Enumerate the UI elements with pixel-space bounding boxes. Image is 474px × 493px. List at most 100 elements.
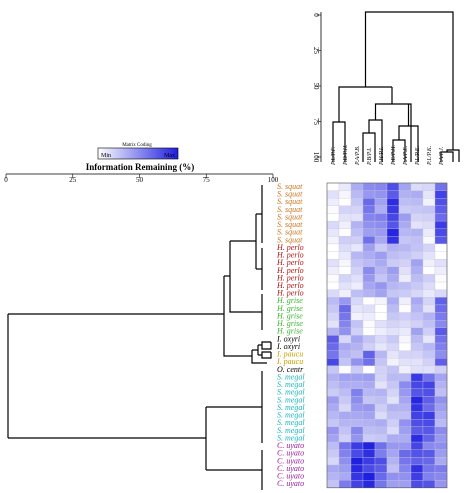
heatmap-cell <box>434 198 448 207</box>
heatmap-cell <box>338 320 352 328</box>
left-axis: Information Remaining (%) 0 25 50 75 100 <box>4 162 279 184</box>
heatmap-cell <box>374 434 388 443</box>
heatmap-cell <box>326 228 340 237</box>
heatmap-cell <box>326 426 340 435</box>
heatmap-cell <box>422 464 436 473</box>
heatmap-cell <box>326 365 340 374</box>
heatmap-cell <box>422 304 436 313</box>
heatmap-cell <box>398 449 412 458</box>
heatmap-cell <box>374 304 388 313</box>
heatmap-cell <box>350 213 364 222</box>
column-label: P.B/P.I. <box>367 147 373 166</box>
heatmap-cell <box>398 396 412 405</box>
heatmap-cell <box>350 457 364 466</box>
heatmap-cell <box>422 243 436 252</box>
heatmap-cell <box>434 480 448 488</box>
heatmap-cell <box>434 342 448 351</box>
heatmap-cell <box>362 304 376 313</box>
top-axis-tick-75: 75 <box>312 118 320 126</box>
heatmap-cell <box>422 312 436 321</box>
heatmap-cell <box>338 403 352 412</box>
heatmap-cell <box>338 441 352 450</box>
column-label: P.L/P.E. <box>415 146 421 166</box>
heatmap-cell <box>422 236 436 245</box>
heatmap-cell <box>326 259 340 267</box>
heatmap-cell <box>386 449 400 458</box>
heatmap-cell <box>434 182 448 191</box>
heatmap-cell <box>398 335 412 344</box>
heatmap-cell <box>362 266 376 275</box>
heatmap-cell <box>386 182 400 191</box>
column-label: P.D/P.H. <box>343 144 349 166</box>
heatmap-cell <box>434 350 448 359</box>
heatmap-cell <box>422 380 436 389</box>
heatmap-cell <box>398 274 412 283</box>
row-label: S. squat <box>277 182 303 191</box>
row-label: S. squat <box>277 190 303 199</box>
heatmap-cell <box>410 358 424 367</box>
heatmap-cell <box>338 198 352 207</box>
row-label: S. megal <box>277 426 305 435</box>
heatmap-cell <box>398 419 412 427</box>
left-axis-title: Information Remaining (%) <box>86 162 195 172</box>
heatmap-cell <box>386 380 400 389</box>
heatmap-cell <box>374 335 388 344</box>
heatmap-cell <box>362 198 376 207</box>
heatmap-cell <box>338 472 352 481</box>
heatmap-cell <box>386 457 400 466</box>
column-label: P.H/P.I. <box>379 147 385 166</box>
heatmap-cell <box>386 266 400 275</box>
heatmap-cell <box>434 243 448 252</box>
heatmap-cell <box>410 365 424 374</box>
heatmap-cell <box>350 297 364 306</box>
heatmap-cell <box>338 411 352 420</box>
row-label: S. squat <box>277 205 303 214</box>
heatmap-cell <box>338 434 352 443</box>
heatmap-cell <box>410 220 424 229</box>
heatmap-cell <box>362 480 376 488</box>
heatmap-cell <box>386 441 400 450</box>
heatmap-cell <box>362 449 376 458</box>
heatmap-cell <box>422 373 436 382</box>
top-axis: 0 25 50 75 100 <box>312 12 322 163</box>
heatmap-cell <box>362 289 376 298</box>
heatmap-cell <box>362 457 376 466</box>
row-label: C. uyato <box>277 441 304 450</box>
heatmap-cell <box>326 312 340 321</box>
heatmap-cell <box>386 388 400 397</box>
heatmap-cell <box>374 190 388 199</box>
heatmap-cell <box>386 350 400 359</box>
row-label: H. perlo <box>276 266 304 275</box>
heatmap-cell <box>338 335 352 344</box>
heatmap-cell <box>398 243 412 252</box>
heatmap-cell <box>398 358 412 367</box>
heatmap-cell <box>362 220 376 229</box>
heatmap-cell <box>386 342 400 351</box>
row-label: H. grise <box>276 327 303 336</box>
heatmap-cell <box>362 434 376 443</box>
heatmap-cell <box>386 480 400 488</box>
heatmap-cell <box>398 327 412 336</box>
heatmap-cell <box>398 403 412 412</box>
column-label: P.A/P.B. <box>355 146 361 166</box>
heatmap-cell <box>362 342 376 351</box>
row-label: I. paucu <box>276 350 303 359</box>
heatmap-cell <box>374 213 388 222</box>
heatmap-cell <box>326 358 340 367</box>
heatmap-cell <box>326 297 340 306</box>
heatmap-cell <box>362 419 376 427</box>
heatmap-cell <box>326 190 340 199</box>
heatmap-cell <box>326 198 340 207</box>
heatmap-cell <box>338 251 352 260</box>
heatmap-cell <box>410 312 424 321</box>
heatmap-cell <box>422 281 436 290</box>
heatmap-cell <box>398 457 412 466</box>
heatmap-cell <box>434 472 448 481</box>
heatmap-cell <box>374 297 388 306</box>
heatmap-cell <box>434 190 448 199</box>
heatmap-cell <box>350 190 364 199</box>
heatmap-cell <box>386 312 400 321</box>
heatmap-cell <box>410 259 424 267</box>
row-label: I. paucu <box>276 357 303 366</box>
heatmap-cell <box>410 289 424 298</box>
